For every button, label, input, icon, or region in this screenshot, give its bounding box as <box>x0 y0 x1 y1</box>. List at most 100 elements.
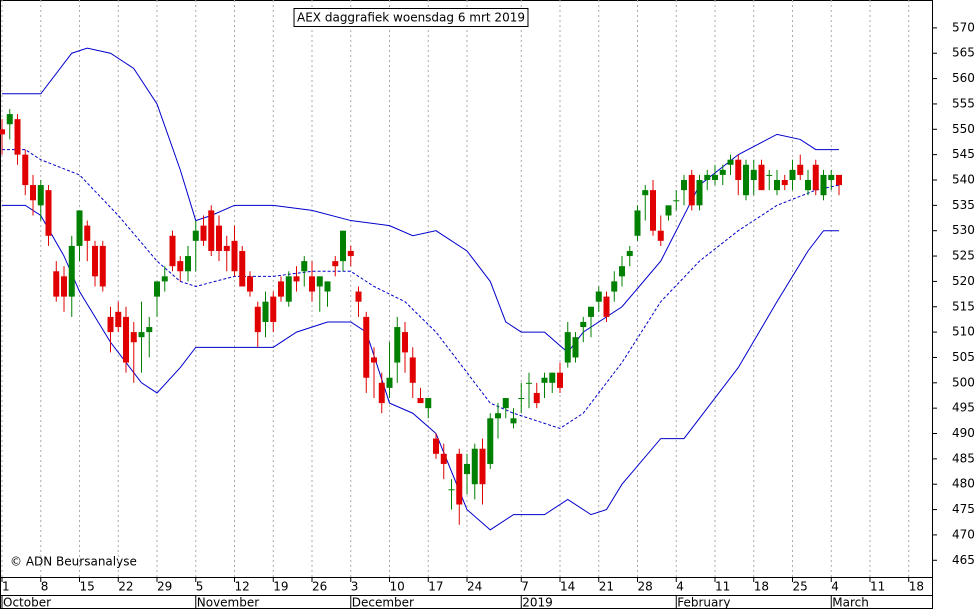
candle-body <box>588 306 595 317</box>
candle-body <box>107 316 114 333</box>
x-tick-label: 1 <box>2 580 10 594</box>
candle-body <box>789 169 796 180</box>
candle-body <box>386 377 393 388</box>
y-tick-label: 530 <box>952 223 975 237</box>
candle-body <box>76 210 83 246</box>
x-tick-label: 10 <box>390 580 405 594</box>
candle-body <box>355 291 362 302</box>
y-tick-label: 490 <box>952 426 975 440</box>
candle-body <box>185 256 192 272</box>
candle-body <box>440 453 447 464</box>
candle-body <box>828 174 835 180</box>
candle-body <box>53 271 60 297</box>
month-label: March <box>832 596 869 610</box>
candle-body <box>293 276 300 282</box>
candle-body <box>433 438 440 454</box>
y-tick-label: 500 <box>952 375 975 389</box>
x-tick-label: 12 <box>235 580 250 594</box>
x-tick-label: 7 <box>521 580 529 594</box>
candle-body <box>254 306 261 333</box>
candle-body <box>650 190 657 231</box>
candle-body <box>448 489 455 491</box>
candle-body <box>123 316 130 363</box>
candle-body <box>712 174 719 180</box>
candle-body <box>231 240 238 272</box>
candle-body <box>340 230 347 262</box>
candle-body <box>68 245 75 297</box>
candle-body <box>456 453 463 505</box>
candle-body <box>518 398 525 400</box>
candle-body <box>394 327 401 363</box>
candle-body <box>533 392 540 404</box>
month-label: November <box>197 596 259 610</box>
candle-body <box>309 276 316 292</box>
candle-body <box>557 372 564 388</box>
candle-body <box>611 281 618 292</box>
y-tick-label: 505 <box>952 350 975 364</box>
x-tick-label: 11 <box>870 580 885 594</box>
plot-area <box>0 0 910 577</box>
candle-body <box>580 321 587 328</box>
x-tick-label: 18 <box>909 580 924 594</box>
candle-body <box>61 276 68 297</box>
candle-body <box>774 179 781 191</box>
candle-body <box>115 311 122 328</box>
candle-body <box>805 179 812 191</box>
candle-body <box>14 119 21 155</box>
candle-body <box>316 276 323 287</box>
bollinger-band <box>2 149 840 429</box>
candle-body <box>371 357 378 363</box>
candle-body <box>479 448 486 485</box>
candle-body <box>657 230 664 241</box>
bollinger-band <box>2 204 840 531</box>
x-tick-label: 18 <box>754 580 769 594</box>
candle-body <box>146 327 153 333</box>
candle-body <box>758 164 765 191</box>
y-tick-label: 560 <box>952 71 975 85</box>
candle-body <box>332 261 339 267</box>
candle-body <box>30 185 37 201</box>
x-tick-label: 17 <box>428 580 443 594</box>
x-tick-label: 4 <box>831 580 839 594</box>
candle-body <box>409 357 416 383</box>
candle-body <box>743 164 750 196</box>
candle-body <box>704 174 711 180</box>
candle-body <box>541 377 548 383</box>
candle-body <box>727 159 734 165</box>
candle-body <box>262 301 269 322</box>
candle-body <box>138 332 145 338</box>
candle-body <box>324 281 331 292</box>
candle-body <box>402 332 409 353</box>
x-tick-label: 11 <box>715 580 730 594</box>
candle-body <box>735 159 742 180</box>
y-tick-label: 540 <box>952 172 975 186</box>
candle-body <box>154 281 161 297</box>
x-tick-label: 22 <box>118 580 133 594</box>
y-tick-label: 495 <box>952 401 975 415</box>
candle-body <box>285 276 292 302</box>
candle-body <box>487 418 494 464</box>
candle-body <box>378 382 385 404</box>
x-tick-label: 3 <box>351 580 359 594</box>
candle-body <box>781 179 788 186</box>
y-tick-label: 480 <box>952 477 975 491</box>
candle-body <box>92 245 99 277</box>
candle-body <box>161 276 168 282</box>
y-tick-label: 485 <box>952 451 975 465</box>
x-tick-label: 21 <box>599 580 614 594</box>
candle-body <box>208 210 215 251</box>
candle-body <box>626 250 633 257</box>
y-tick-label: 545 <box>952 147 975 161</box>
y-tick-label: 525 <box>952 249 975 263</box>
candle-body <box>673 200 680 202</box>
x-tick-label: 29 <box>157 580 172 594</box>
candle-body <box>216 225 223 251</box>
candle-body <box>464 463 471 475</box>
candle-body <box>99 245 106 287</box>
y-tick-label: 565 <box>952 46 975 60</box>
candle-body <box>471 448 478 485</box>
candle-body <box>549 372 556 383</box>
candle-body <box>6 114 13 125</box>
x-tick-label: 28 <box>638 580 653 594</box>
